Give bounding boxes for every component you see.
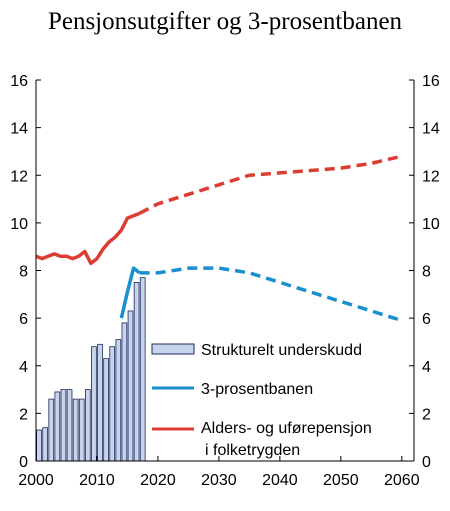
y-tick-label-right-1: 2: [422, 406, 431, 423]
y-tick-label-right-4: 8: [422, 264, 431, 281]
y-tick-label-left-3: 6: [19, 311, 28, 328]
bar-2000: [36, 429, 42, 462]
bar-2009: [91, 346, 97, 462]
legend-label-3pct: 3-prosentbanen: [201, 381, 313, 398]
y-tick-label-right-7: 14: [422, 121, 440, 138]
bar-2015: [127, 310, 134, 462]
y-tick-label-left-4: 8: [19, 264, 28, 281]
y-tick-label-right-2: 4: [422, 359, 431, 376]
y-tick-label-right-0: 0: [422, 454, 431, 471]
bar-2001: [42, 427, 48, 462]
bar-2016: [133, 282, 140, 462]
x-tick-label-1: 2010: [79, 472, 115, 489]
y-tick-label-left-6: 12: [10, 168, 28, 185]
line-three-percent-dashed: [139, 266, 403, 323]
bar-2013: [115, 339, 122, 462]
x-tick-label-5: 2050: [323, 472, 359, 489]
x-tick-label-3: 2030: [201, 472, 237, 489]
bar-2011: [103, 358, 109, 462]
line-three-percent-solid: [119, 266, 141, 319]
bars-group: [36, 277, 146, 462]
chart-title: Pensjonsutgifter og 3-prosentbanen: [47, 8, 403, 35]
bar-2003: [54, 391, 61, 462]
y-tick-label-left-5: 10: [10, 216, 28, 233]
x-tick-label-6: 2060: [384, 472, 420, 489]
bar-2004: [60, 389, 67, 462]
bar-2007: [78, 398, 85, 462]
y-tick-label-right-5: 10: [422, 216, 440, 233]
bar-2002: [48, 398, 55, 462]
ticks-group: 0 0 2 2 4 4 6 6 8 8 10 10 12 12 14 14 16 16 2000 2010 2020 20…: [10, 73, 440, 489]
line-pension-dashed: [138, 154, 403, 215]
legend-label-pension-line2: i folketrygden: [205, 442, 300, 459]
bar-2005: [66, 389, 73, 462]
line-pension-solid: [35, 211, 141, 266]
legend: Strukturelt underskudd 3-prosentbanen Al…: [151, 342, 372, 459]
y-tick-label-right-8: 16: [422, 73, 440, 90]
y-tick-label-left-8: 16: [10, 73, 28, 90]
y-tick-label-right-6: 12: [422, 168, 440, 185]
bar-2014: [121, 322, 128, 462]
y-tick-label-left-0: 0: [19, 454, 28, 471]
bar-2017: [139, 277, 146, 462]
bar-2010: [97, 343, 103, 462]
y-tick-label-right-3: 6: [422, 311, 431, 328]
y-tick-label-left-1: 2: [19, 406, 28, 423]
x-tick-label-2: 2020: [140, 472, 176, 489]
legend-swatch-bars: [151, 343, 195, 355]
legend-label-bars: Strukturelt underskudd: [201, 342, 362, 359]
y-tick-label-left-2: 4: [19, 359, 28, 376]
x-tick-label-0: 2000: [18, 472, 54, 489]
legend-label-pension: Alders- og uførepensjon: [201, 420, 372, 437]
bar-2012: [109, 346, 116, 462]
y-tick-label-left-7: 14: [10, 121, 28, 138]
bar-2006: [72, 398, 79, 462]
lines-group: [35, 154, 403, 323]
bar-2008: [84, 389, 91, 462]
x-tick-label-4: 2040: [262, 472, 298, 489]
